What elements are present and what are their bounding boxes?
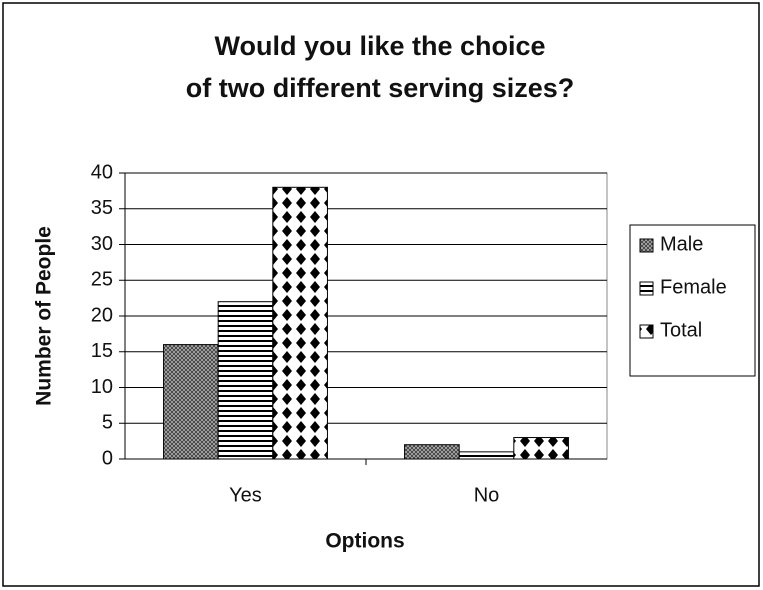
chart-title: of two different serving sizes? (186, 73, 575, 103)
x-axis-label: Options (325, 530, 404, 553)
y-tick-label: 35 (91, 197, 113, 219)
bar (217, 301, 274, 460)
y-tick-label: 30 (91, 233, 113, 255)
y-tick-label: 25 (91, 269, 113, 291)
legend-swatch (639, 324, 654, 339)
y-axis-label: Number of People (33, 226, 56, 406)
y-tick-label: 15 (91, 340, 113, 362)
bar (272, 186, 328, 460)
y-tick-label: 5 (102, 412, 113, 434)
legend-label: Male (660, 233, 703, 255)
x-tick-label: Yes (229, 484, 262, 506)
y-tick-label: 0 (102, 447, 113, 469)
bar (513, 437, 569, 460)
bar (404, 444, 460, 460)
y-tick-label: 40 (91, 161, 113, 183)
bar (163, 344, 219, 460)
y-tick-label: 20 (91, 304, 113, 326)
legend-swatch (639, 281, 654, 296)
y-tick-label: 10 (91, 376, 113, 398)
legend-label: Female (660, 276, 727, 298)
bar (458, 451, 515, 460)
x-tick-label: No (474, 484, 500, 506)
legend-label: Total (660, 319, 702, 341)
chart-title: Would you like the choice (214, 31, 545, 61)
legend-swatch (639, 238, 654, 253)
